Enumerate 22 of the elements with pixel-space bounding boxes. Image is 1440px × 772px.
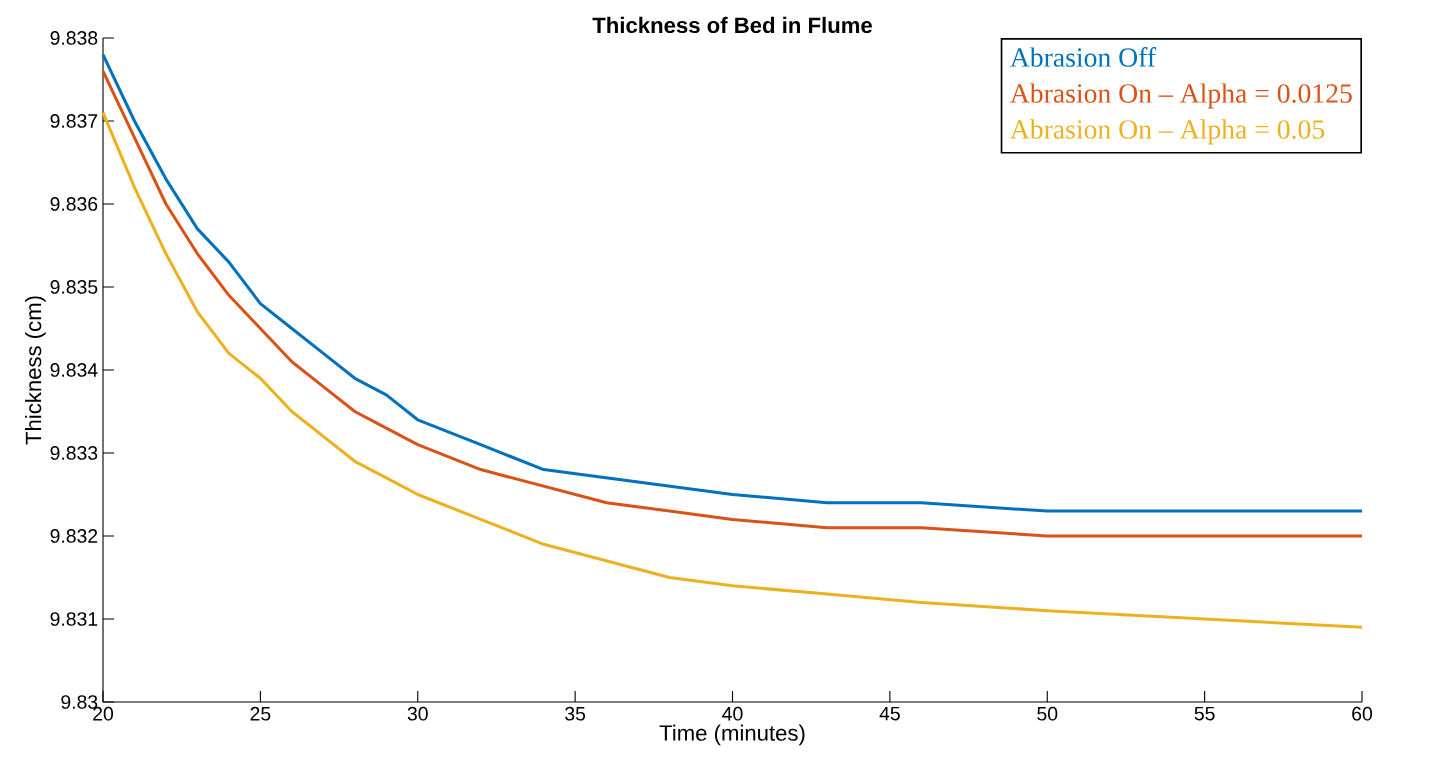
- x-tick-label: 50: [1037, 706, 1058, 721]
- x-tick-label: 45: [879, 706, 900, 721]
- chart-title: Thickness of Bed in Flume: [592, 16, 872, 34]
- x-axis-title: Time (minutes): [659, 724, 805, 746]
- y-tick-label: 9.837: [50, 114, 98, 128]
- x-tick-label: 25: [250, 706, 271, 721]
- y-tick-label: 9.838: [50, 31, 98, 45]
- x-tick-label: 30: [407, 706, 428, 721]
- x-tick-label: 55: [1194, 706, 1215, 721]
- y-tick-label: 9.831: [50, 612, 98, 626]
- x-tick-label: 60: [1352, 706, 1373, 721]
- y-axis-title: Thickness (cm): [25, 296, 46, 445]
- y-tick-label: 9.832: [50, 529, 98, 543]
- y-tick-label: 9.835: [50, 280, 98, 294]
- y-tick-label: 9.836: [50, 197, 98, 211]
- text: Abrasion On – Alpha = 0.0125: [1010, 83, 1352, 109]
- y-tick-label: 9.834: [50, 363, 98, 377]
- y-tick-label: 9.833: [50, 446, 98, 460]
- x-tick-label: 35: [565, 706, 586, 721]
- text: Abrasion On – Alpha = 0.05: [1010, 119, 1325, 145]
- text: Abrasion Off: [1010, 47, 1157, 67]
- x-tick-label: 40: [722, 706, 743, 721]
